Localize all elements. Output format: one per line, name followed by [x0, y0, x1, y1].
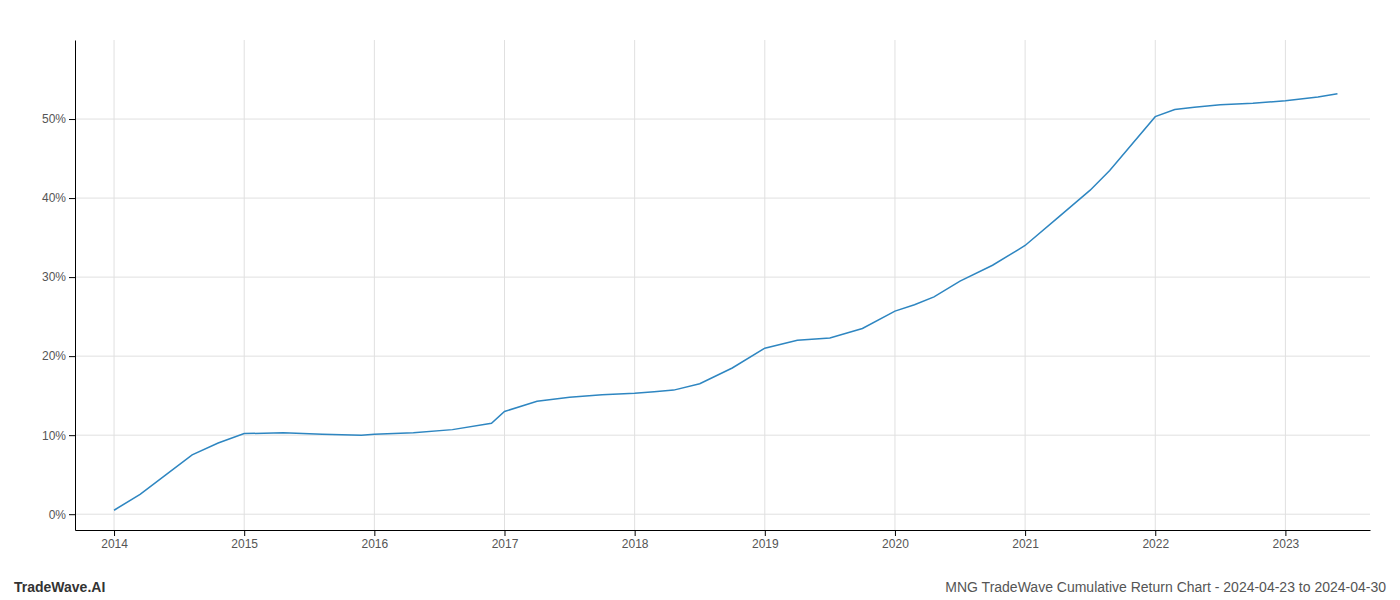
- plot-area: 2014 2015 2016 2017 2018 2019 2020 2021 2022 2023…: [42, 40, 1371, 551]
- tick-label: 2014: [101, 537, 128, 551]
- tick: 2017: [492, 530, 519, 551]
- tick-label: 2020: [882, 537, 909, 551]
- tick-label: 2016: [361, 537, 388, 551]
- marks: [114, 94, 1337, 511]
- grid-line: [764, 40, 765, 530]
- tick: 50%: [42, 112, 75, 126]
- tick-label: 2021: [1012, 537, 1039, 551]
- grid-line: [75, 435, 1370, 436]
- tick-mark: [69, 277, 75, 278]
- axis-line: [76, 530, 1371, 531]
- tick-label: 10%: [42, 429, 66, 443]
- grid-line: [894, 40, 895, 530]
- tick-mark: [374, 530, 375, 536]
- tick: 0%: [49, 508, 75, 522]
- grid-line: [75, 514, 1370, 515]
- grid-line: [1025, 40, 1026, 530]
- grid-line: [1155, 40, 1156, 530]
- annotation: TradeWave.AI: [14, 579, 105, 595]
- tick-mark: [114, 530, 115, 536]
- grid-line: [634, 40, 635, 530]
- tick-mark: [69, 514, 75, 515]
- tick-label: 0%: [49, 508, 67, 522]
- tick-mark: [1285, 530, 1286, 536]
- tick-mark: [69, 119, 75, 120]
- tick-label: 2023: [1273, 537, 1300, 551]
- chart: 2014 2015 2016 2017 2018 2019 2020 2021 2022 2023…: [0, 0, 1400, 600]
- tick: 2019: [752, 530, 779, 551]
- grid-line: [244, 40, 245, 530]
- grid-line: [75, 277, 1370, 278]
- tick: 2021: [1012, 530, 1039, 551]
- y-axis: 0% 10% 20% 30% 40% 50%: [42, 41, 76, 531]
- tick: 2016: [361, 530, 388, 551]
- grid: [75, 40, 1370, 530]
- tick: 40%: [42, 191, 75, 205]
- tick: 2022: [1142, 530, 1169, 551]
- tick: 2020: [882, 530, 909, 551]
- axis-line: [75, 41, 76, 531]
- grid-line: [504, 40, 505, 530]
- tick-mark: [504, 530, 505, 536]
- grid-line: [1285, 40, 1286, 530]
- tick-label: 40%: [42, 191, 66, 205]
- tick-label: 2017: [492, 537, 519, 551]
- tick-mark: [69, 435, 75, 436]
- tick-label: 2019: [752, 537, 779, 551]
- grid-line: [374, 40, 375, 530]
- tick: 2023: [1273, 530, 1300, 551]
- tick: 30%: [42, 270, 75, 284]
- tick: 2015: [231, 530, 258, 551]
- tick-label: 50%: [42, 112, 66, 126]
- tick-mark: [244, 530, 245, 536]
- x-axis: 2014 2015 2016 2017 2018 2019 2020 2021 2022 2023: [76, 530, 1371, 551]
- tick-mark: [69, 356, 75, 357]
- tick-mark: [895, 530, 896, 536]
- line: [114, 94, 1337, 511]
- tick-mark: [69, 198, 75, 199]
- tick: 20%: [42, 349, 75, 363]
- tick-label: 2015: [231, 537, 258, 551]
- tick-label: 2018: [622, 537, 649, 551]
- grid-line: [75, 119, 1370, 120]
- tick-mark: [1155, 530, 1156, 536]
- tick: 2014: [101, 530, 128, 551]
- tick-mark: [635, 530, 636, 536]
- tick: 10%: [42, 429, 75, 443]
- tick-mark: [1025, 530, 1026, 536]
- grid-line: [75, 198, 1370, 199]
- tick-label: 2022: [1142, 537, 1169, 551]
- tick-mark: [765, 530, 766, 536]
- title: MNG TradeWave Cumulative Return Chart - …: [945, 579, 1386, 595]
- grid-line: [75, 356, 1370, 357]
- tick-label: 20%: [42, 349, 66, 363]
- tick: 2018: [622, 530, 649, 551]
- tick-label: 30%: [42, 270, 66, 284]
- grid-line: [114, 40, 115, 530]
